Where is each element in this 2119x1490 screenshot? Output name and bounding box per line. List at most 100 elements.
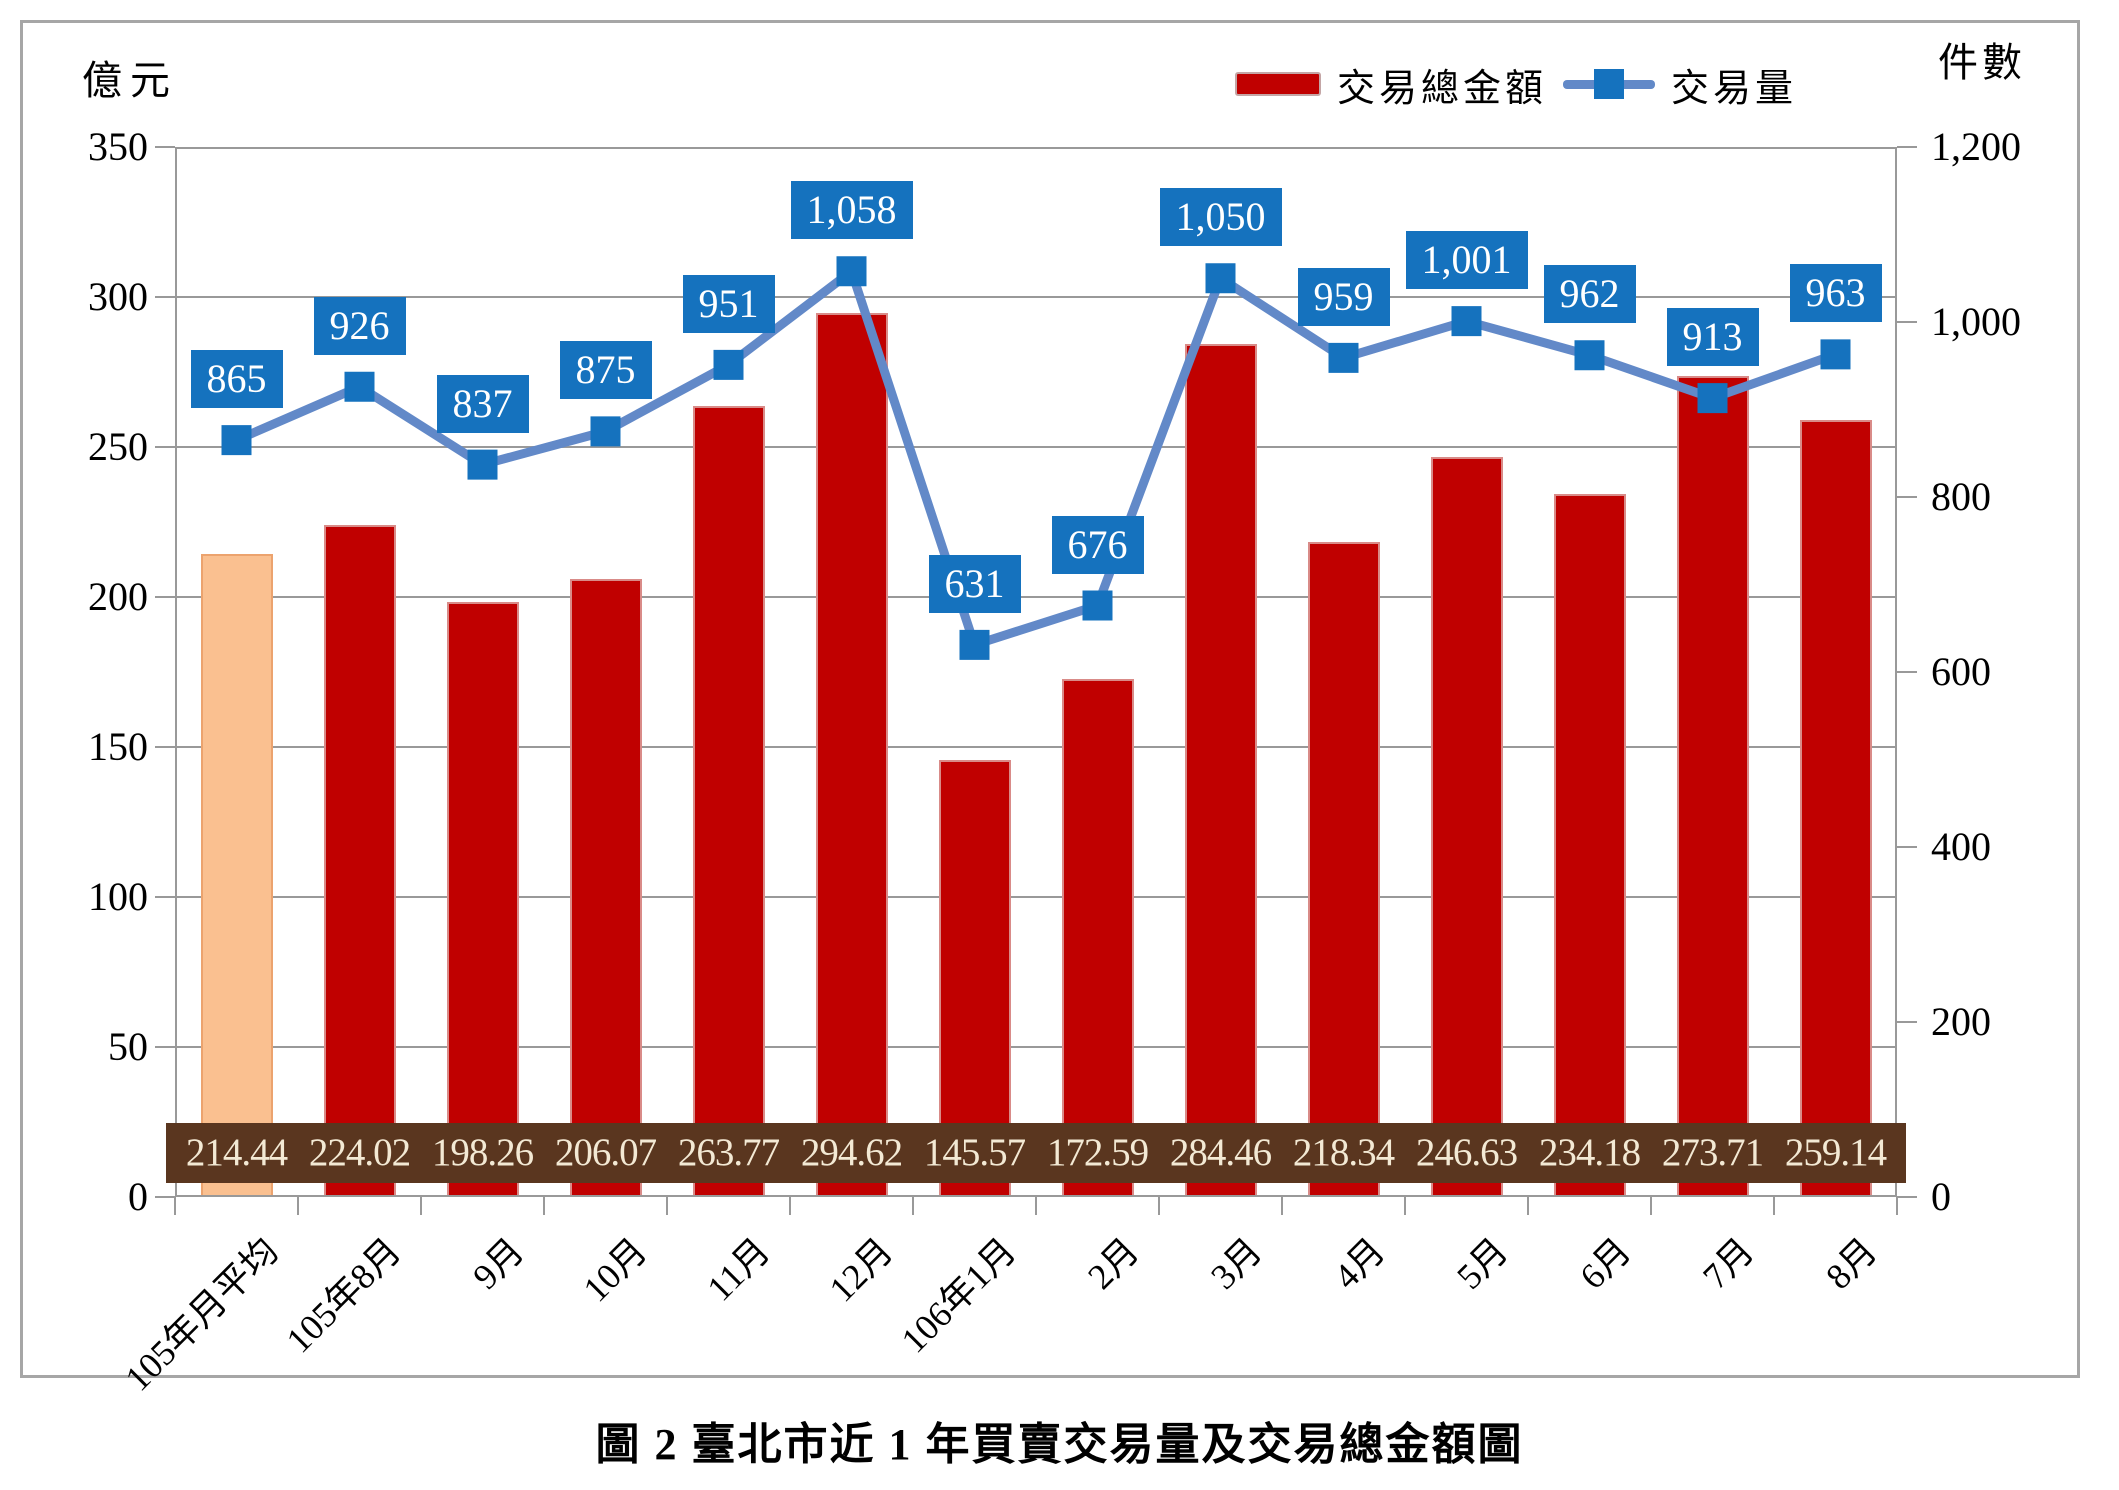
bar-value-label: 218.34 bbox=[1292, 1131, 1395, 1174]
bar-value-label: 172.59 bbox=[1046, 1131, 1149, 1174]
legend-line-marker-icon bbox=[1594, 69, 1625, 99]
amount-bar bbox=[446, 602, 519, 1197]
volume-marker bbox=[590, 416, 621, 447]
right-axis-tick-label: 600 bbox=[1931, 649, 1991, 694]
left-axis-tick-label: 250 bbox=[88, 424, 148, 469]
right-axis-tick bbox=[1897, 321, 1917, 323]
right-axis-tick bbox=[1897, 1021, 1917, 1023]
left-axis-tick bbox=[155, 446, 175, 448]
volume-marker bbox=[1820, 339, 1851, 370]
volume-value-label: 1,058 bbox=[790, 181, 913, 240]
volume-value-label: 913 bbox=[1666, 308, 1759, 367]
x-axis-tick bbox=[420, 1197, 422, 1215]
bar-value-label: 206.07 bbox=[554, 1131, 657, 1174]
gridline bbox=[175, 446, 1897, 448]
legend-bar-swatch-icon bbox=[1235, 72, 1321, 96]
volume-marker bbox=[1328, 342, 1359, 373]
gridline bbox=[175, 596, 1897, 598]
x-axis-tick bbox=[1650, 1197, 1652, 1215]
left-axis-tick-label: 0 bbox=[128, 1174, 148, 1219]
bar-value-label: 263.77 bbox=[677, 1131, 780, 1174]
volume-marker bbox=[836, 256, 867, 287]
legend-line-swatch-icon bbox=[1563, 66, 1656, 102]
volume-marker bbox=[1574, 340, 1605, 371]
x-axis-tick bbox=[1527, 1197, 1529, 1215]
x-axis-tick bbox=[666, 1197, 668, 1215]
right-axis-unit-label: 件數 bbox=[1938, 40, 2026, 85]
gridline bbox=[175, 1046, 1897, 1048]
right-axis-tick bbox=[1897, 671, 1917, 673]
amount-bar bbox=[692, 405, 765, 1197]
x-axis-tick bbox=[543, 1197, 545, 1215]
volume-marker bbox=[344, 371, 375, 402]
right-axis-tick bbox=[1897, 496, 1917, 498]
left-axis-tick-label: 50 bbox=[108, 1024, 148, 1069]
left-axis-tick bbox=[155, 596, 175, 598]
x-axis-tick bbox=[1158, 1197, 1160, 1215]
volume-value-label: 1,050 bbox=[1159, 188, 1282, 247]
right-axis-tick-label: 1,000 bbox=[1931, 299, 2021, 344]
amount-bar-average bbox=[200, 553, 273, 1197]
volume-value-label: 676 bbox=[1051, 515, 1144, 574]
right-axis-tick-label: 800 bbox=[1931, 474, 1991, 519]
left-axis-tick-label: 200 bbox=[88, 574, 148, 619]
volume-marker bbox=[713, 349, 744, 380]
x-axis-tick bbox=[1035, 1197, 1037, 1215]
left-axis-tick bbox=[155, 746, 175, 748]
right-axis-tick-label: 1,200 bbox=[1931, 124, 2021, 169]
amount-bar bbox=[1061, 679, 1134, 1197]
volume-value-label: 951 bbox=[682, 274, 775, 333]
volume-marker bbox=[959, 629, 990, 660]
amount-bar bbox=[1307, 541, 1380, 1197]
legend-amount-label: 交易總金額 bbox=[1337, 67, 1548, 110]
amount-bar bbox=[1676, 375, 1749, 1197]
left-axis-tick bbox=[155, 296, 175, 298]
left-axis-tick-label: 300 bbox=[88, 274, 148, 319]
left-axis-tick-label: 150 bbox=[88, 724, 148, 769]
left-axis-tick-label: 100 bbox=[88, 874, 148, 919]
left-axis-tick bbox=[155, 896, 175, 898]
left-axis-unit-label: 億元 bbox=[82, 58, 178, 103]
right-axis-tick bbox=[1897, 1196, 1917, 1198]
gridline bbox=[175, 896, 1897, 898]
volume-value-label: 962 bbox=[1543, 265, 1636, 324]
left-axis-tick bbox=[155, 1196, 175, 1198]
volume-value-label: 1,001 bbox=[1405, 231, 1528, 290]
amount-bar bbox=[1184, 343, 1257, 1197]
bar-value-label: 198.26 bbox=[431, 1131, 534, 1174]
x-axis-tick bbox=[1404, 1197, 1406, 1215]
volume-value-label: 837 bbox=[436, 374, 529, 433]
x-axis-tick bbox=[1773, 1197, 1775, 1215]
right-axis-tick-label: 400 bbox=[1931, 824, 1991, 869]
amount-bar bbox=[569, 578, 642, 1197]
volume-marker bbox=[1082, 590, 1113, 621]
x-axis-tick bbox=[174, 1197, 176, 1215]
amount-bar bbox=[815, 313, 888, 1197]
plot-border bbox=[175, 147, 1897, 1197]
legend-volume-label: 交易量 bbox=[1671, 67, 1798, 110]
volume-value-label: 631 bbox=[928, 554, 1021, 613]
gridline bbox=[175, 296, 1897, 298]
x-axis-tick bbox=[912, 1197, 914, 1215]
volume-value-label: 959 bbox=[1297, 267, 1390, 326]
right-axis-tick-label: 200 bbox=[1931, 999, 1991, 1044]
bar-value-label: 234.18 bbox=[1538, 1131, 1641, 1174]
left-axis-tick bbox=[155, 1046, 175, 1048]
value-band bbox=[166, 1123, 1906, 1183]
bar-value-label: 145.57 bbox=[923, 1131, 1026, 1174]
volume-value-label: 865 bbox=[190, 350, 283, 409]
bar-value-label: 294.62 bbox=[800, 1131, 903, 1174]
bar-value-label: 273.71 bbox=[1661, 1131, 1764, 1174]
volume-value-label: 963 bbox=[1789, 264, 1882, 323]
amount-bar bbox=[1430, 457, 1503, 1197]
volume-marker bbox=[1451, 306, 1482, 337]
bar-value-label: 284.46 bbox=[1169, 1131, 1272, 1174]
volume-marker bbox=[1205, 263, 1236, 294]
volume-value-label: 875 bbox=[559, 341, 652, 400]
gridline bbox=[175, 746, 1897, 748]
x-axis-tick bbox=[789, 1197, 791, 1215]
bar-value-label: 224.02 bbox=[308, 1131, 411, 1174]
